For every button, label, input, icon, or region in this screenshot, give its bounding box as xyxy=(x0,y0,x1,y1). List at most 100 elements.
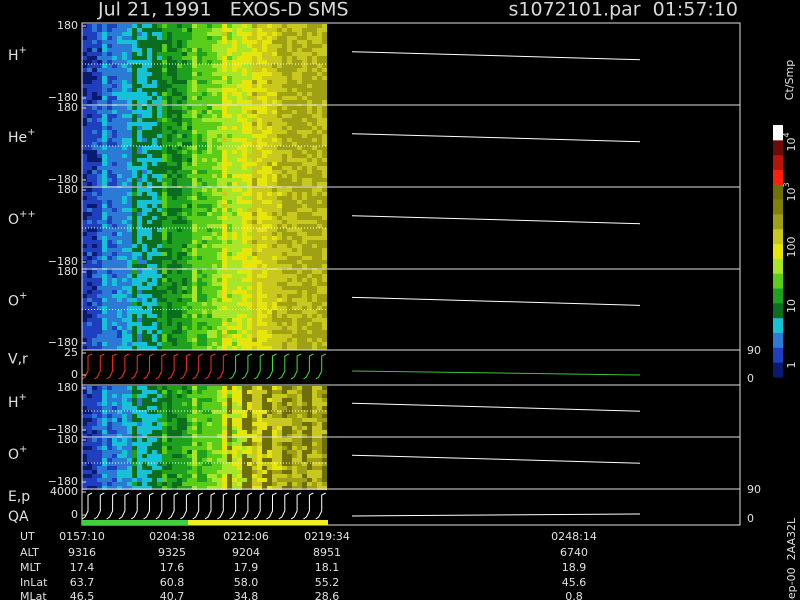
spectrogram-cell xyxy=(187,154,192,158)
spectrogram-cell xyxy=(237,36,242,40)
spectrogram-cell xyxy=(287,394,292,398)
spectrogram-cell xyxy=(197,208,202,212)
spectrogram-cell xyxy=(237,418,242,422)
spectrogram-cell xyxy=(242,260,247,264)
spectrogram-cell xyxy=(222,92,227,96)
spectrogram-cell xyxy=(117,138,122,142)
spectrogram-cell xyxy=(272,178,277,182)
spectrogram-cell xyxy=(112,298,117,302)
spectrogram-cell xyxy=(242,294,247,298)
spectrogram-cell xyxy=(192,76,197,80)
spectrogram-cell xyxy=(152,390,157,394)
spectrogram-cell xyxy=(232,330,237,334)
spectrogram-cell xyxy=(157,406,162,410)
spectrogram-cell xyxy=(312,322,317,326)
spectrogram-cell xyxy=(217,24,222,28)
spectrogram-cell xyxy=(132,204,137,208)
spectrogram-cell xyxy=(117,256,122,260)
spectrogram-cell xyxy=(152,282,157,286)
spectrogram-cell xyxy=(302,264,307,268)
spectrogram-cell xyxy=(217,192,222,196)
spectrogram-cell xyxy=(107,122,112,126)
spectrogram-cell xyxy=(172,212,177,216)
spectrogram-cell xyxy=(157,298,162,302)
spectrogram-cell xyxy=(272,154,277,158)
spectrogram-cell xyxy=(252,36,257,40)
spectrogram-cell xyxy=(137,450,142,454)
spectrogram-cell xyxy=(187,406,192,410)
spectrogram-cell xyxy=(152,342,157,346)
spectrogram-cell xyxy=(287,402,292,406)
spectrogram-cell xyxy=(217,96,222,100)
spectrogram-cell xyxy=(277,282,282,286)
spectrogram-cell xyxy=(177,92,182,96)
spectrogram-cell xyxy=(317,402,322,406)
spectrogram-cell xyxy=(182,236,187,240)
spectrogram-cell xyxy=(282,398,287,402)
spectrogram-cell xyxy=(237,390,242,394)
spectrogram-cell xyxy=(162,126,167,130)
spectrogram-cell xyxy=(172,346,177,350)
spectrogram-cell xyxy=(192,56,197,60)
spectrogram-cell xyxy=(212,96,217,100)
spectrogram-cell xyxy=(87,40,92,44)
spectrogram-cell xyxy=(322,52,327,56)
spectrogram-cell xyxy=(237,244,242,248)
spectrogram-cell xyxy=(137,302,142,306)
panel-label-sup: + xyxy=(19,45,27,56)
spectrogram-cell xyxy=(162,260,167,264)
spectrogram-cell xyxy=(257,134,262,138)
spectrogram-cell xyxy=(272,56,277,60)
spectrogram-cell xyxy=(162,310,167,314)
spectrogram-cell xyxy=(307,414,312,418)
spectrogram-cell xyxy=(147,126,152,130)
spectrogram-cell xyxy=(122,130,127,134)
spectrogram-cell xyxy=(112,178,117,182)
spectrogram-cell xyxy=(117,114,122,118)
spectrogram-cell xyxy=(257,260,262,264)
spectrogram-cell xyxy=(117,154,122,158)
spectrogram-cell xyxy=(92,72,97,76)
spectrogram-cell xyxy=(227,118,232,122)
spectrogram-cell xyxy=(97,342,102,346)
spectrogram-cell xyxy=(122,204,127,208)
spectrogram-cell xyxy=(182,88,187,92)
spectrogram-cell xyxy=(92,100,97,104)
spectrogram-cell xyxy=(207,92,212,96)
spectrogram-cell xyxy=(252,390,257,394)
spectrogram-cell xyxy=(257,414,262,418)
spectrogram-cell xyxy=(272,76,277,80)
spectrogram-cell xyxy=(92,150,97,154)
spectrogram-cell xyxy=(182,224,187,228)
spectrogram-cell xyxy=(262,96,267,100)
spectrogram-cell xyxy=(167,338,172,342)
spectrogram-cell xyxy=(212,60,217,64)
spectrogram-cell xyxy=(147,310,152,314)
spectrogram-cell xyxy=(277,228,282,232)
spectrogram-cell xyxy=(232,256,237,260)
spectrogram-cell xyxy=(237,114,242,118)
spectrogram-cell xyxy=(152,56,157,60)
spectrogram-cell xyxy=(197,64,202,68)
spectrogram-cell xyxy=(262,228,267,232)
spectrogram-cell xyxy=(142,470,147,474)
spectrogram-cell xyxy=(272,36,277,40)
spectrogram-cell xyxy=(177,314,182,318)
spectrogram-cell xyxy=(127,32,132,36)
spectrogram-cell xyxy=(102,390,107,394)
spectrogram-cell xyxy=(307,228,312,232)
spectrogram-cell xyxy=(162,398,167,402)
spectrogram-cell xyxy=(177,150,182,154)
spectrogram-cell xyxy=(177,256,182,260)
spectrogram-cell xyxy=(137,260,142,264)
spectrogram-cell xyxy=(167,114,172,118)
spectrogram-cell xyxy=(317,302,322,306)
spectrogram-cell xyxy=(162,208,167,212)
spectrogram-cell xyxy=(207,28,212,32)
spectrogram-cell xyxy=(242,134,247,138)
spectrogram-cell xyxy=(232,398,237,402)
spectrogram-cell xyxy=(122,146,127,150)
spectrogram-cell xyxy=(82,154,87,158)
spectrogram-cell xyxy=(102,174,107,178)
spectrogram-cell xyxy=(207,44,212,48)
